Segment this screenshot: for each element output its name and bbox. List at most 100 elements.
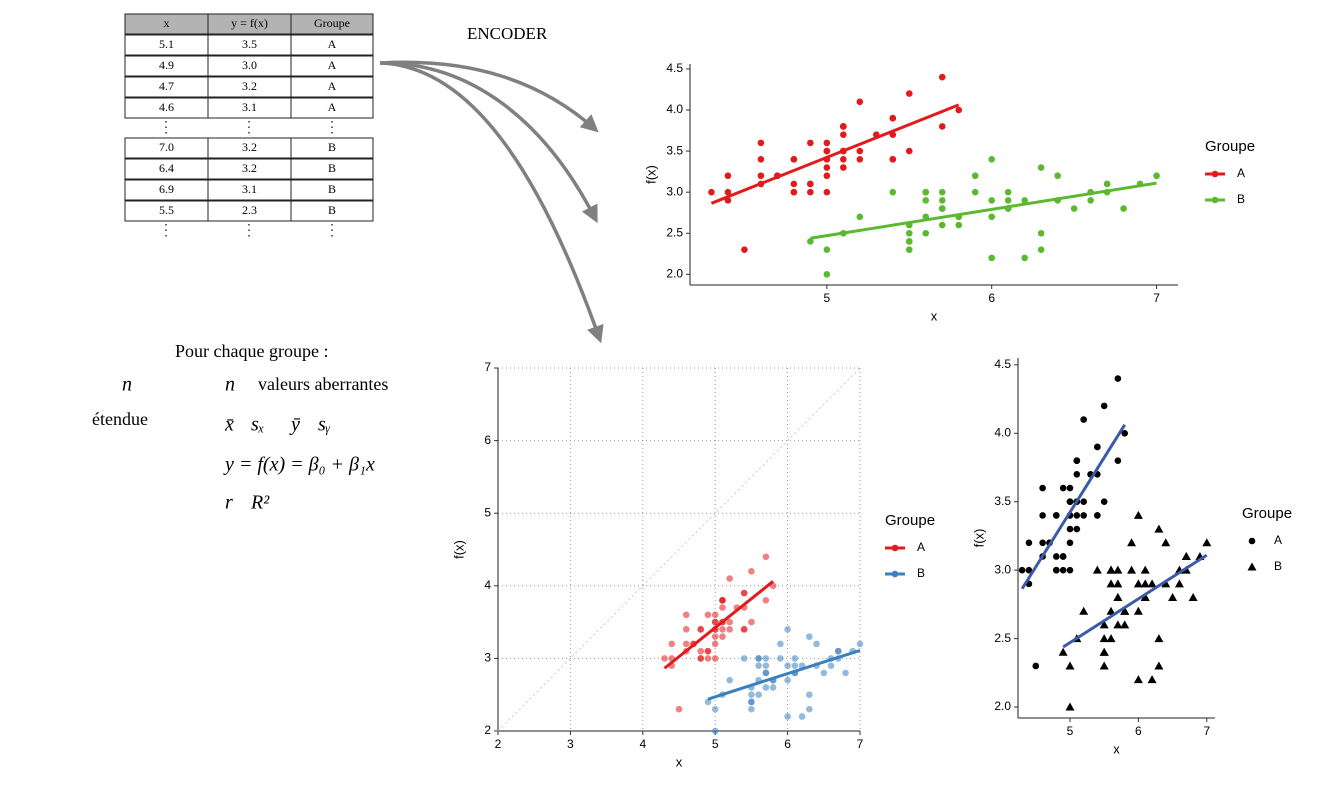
x-tick-label: 4 — [639, 737, 646, 751]
point — [1037, 246, 1045, 253]
point — [1127, 565, 1137, 574]
point — [1154, 524, 1164, 533]
point — [1025, 539, 1033, 547]
point — [682, 611, 690, 619]
point — [1094, 512, 1101, 519]
table-cell: 3.2 — [242, 79, 257, 93]
point — [1120, 620, 1130, 629]
table-cell: 3.2 — [242, 161, 257, 175]
point — [955, 221, 963, 229]
point — [905, 229, 913, 237]
table-header: Groupe — [314, 16, 350, 30]
x-axis-label: x — [676, 754, 683, 769]
chart: 5 6 7 2.0 2.5 3.0 3.5 4.0 4.5 x f(x) Groupe AB — [971, 357, 1292, 756]
point — [905, 147, 913, 155]
point — [955, 106, 963, 114]
point — [1021, 197, 1028, 204]
point — [711, 705, 719, 713]
point — [922, 188, 930, 196]
table-header: x — [164, 16, 170, 30]
point — [823, 172, 831, 180]
table-row — [124, 137, 374, 159]
point — [1066, 484, 1074, 492]
point — [719, 626, 726, 633]
table-dots — [165, 121, 333, 240]
point — [711, 618, 719, 626]
point — [1113, 620, 1123, 629]
point — [1039, 512, 1046, 519]
point — [840, 123, 847, 130]
point — [1054, 172, 1061, 180]
point — [1073, 471, 1081, 478]
point — [757, 156, 765, 163]
y-tick-label: 3.0 — [666, 184, 683, 198]
point — [726, 618, 733, 626]
legend-marker — [891, 570, 899, 578]
point — [806, 705, 813, 713]
point — [719, 597, 726, 604]
point — [813, 640, 820, 648]
point — [1168, 593, 1178, 602]
point — [1066, 525, 1074, 533]
point — [777, 640, 784, 648]
point — [889, 114, 897, 122]
point — [840, 131, 847, 138]
point — [1032, 662, 1040, 670]
point — [1073, 457, 1081, 464]
point — [1133, 510, 1143, 519]
point — [784, 676, 791, 684]
point — [726, 626, 733, 633]
point — [823, 139, 831, 147]
legend-marker — [1248, 537, 1256, 545]
summary-math: n — [225, 374, 235, 396]
point — [697, 647, 705, 655]
table-cell: A — [328, 37, 337, 51]
point — [1039, 539, 1046, 547]
point — [971, 188, 979, 196]
point — [724, 188, 732, 196]
table-row — [124, 200, 374, 222]
point — [711, 633, 719, 640]
point — [823, 246, 831, 253]
point — [790, 180, 798, 188]
legend-marker — [1211, 196, 1219, 204]
summary-title: Pour chaque groupe : — [175, 341, 328, 361]
x-tick-label: 5 — [823, 291, 830, 305]
point — [1059, 553, 1067, 560]
point — [711, 611, 719, 619]
point — [1181, 551, 1191, 560]
point — [1065, 702, 1075, 711]
point — [711, 640, 719, 648]
point — [711, 655, 719, 662]
point — [1004, 197, 1012, 204]
y-tick-label: 3.0 — [994, 562, 1011, 576]
point — [1161, 579, 1171, 588]
legend-title: Groupe — [1242, 505, 1292, 522]
point — [856, 213, 864, 221]
point — [1094, 443, 1101, 451]
y-tick-label: 6 — [484, 433, 491, 447]
point — [1087, 197, 1094, 204]
point — [922, 197, 930, 204]
table-cell: 2.3 — [242, 203, 257, 217]
point — [704, 647, 712, 655]
point — [762, 655, 770, 662]
y-tick-label: 4.5 — [666, 61, 683, 75]
point — [856, 147, 864, 155]
table-cell: B — [328, 140, 336, 154]
point — [889, 156, 897, 163]
table-cell: 3.0 — [242, 58, 257, 72]
point — [1106, 579, 1116, 588]
summary-math: R² — [250, 492, 270, 514]
x-tick-label: 7 — [857, 737, 864, 751]
point — [1025, 566, 1033, 574]
point — [784, 626, 791, 633]
table-cell: A — [328, 100, 337, 114]
point — [1114, 375, 1122, 382]
y-tick-label: 2.5 — [994, 631, 1011, 645]
point — [1153, 172, 1160, 180]
point — [807, 180, 814, 188]
point — [755, 655, 762, 662]
point — [856, 98, 864, 106]
summary-math: r — [225, 492, 233, 514]
